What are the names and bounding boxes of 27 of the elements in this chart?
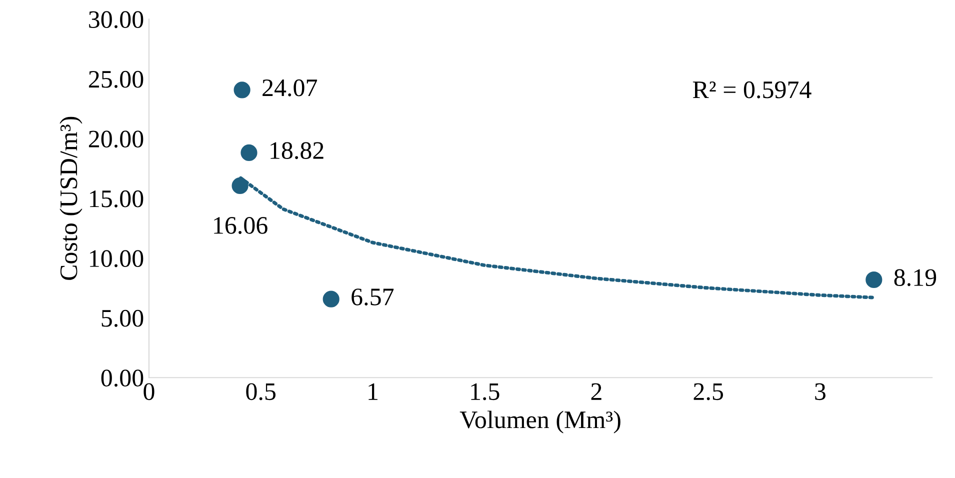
x-tick-label: 2 — [591, 383, 602, 400]
x-tick-label: 3 — [815, 383, 826, 400]
x-tick-label: 1.5 — [471, 383, 500, 400]
x-tick-label: 0 — [144, 383, 154, 400]
point — [232, 177, 248, 194]
data-label: 8.19 — [894, 269, 936, 286]
point — [866, 271, 882, 288]
data-label: 16.06 — [214, 216, 268, 234]
y-tick-label: 20.00 — [88, 130, 144, 148]
point — [322, 290, 340, 308]
point — [240, 144, 258, 162]
x-tick-label: 1 — [368, 383, 378, 400]
point — [234, 82, 250, 98]
y-tick-label: 0.00 — [101, 370, 144, 387]
data-label: 18.82 — [270, 142, 324, 160]
y-tick-label: 10.00 — [90, 250, 144, 268]
x-tick-label: 0.5 — [246, 383, 276, 400]
y-tick-label: 25.00 — [88, 70, 144, 88]
x-tick-label: 2.5 — [694, 383, 723, 400]
y-tick-label: 15.00 — [90, 190, 144, 208]
y-axis-title: Costo (USD/m³) — [60, 116, 82, 280]
data-label: 24.07 — [262, 79, 318, 96]
data-label: 6.57 — [352, 288, 394, 306]
x-axis-title: Volumen (Mm³) — [460, 410, 620, 434]
y-tick-label: 30.00 — [89, 11, 144, 28]
annotation: R² = 0.5974 — [692, 81, 812, 98]
y-tick-label: 5.00 — [102, 310, 144, 327]
